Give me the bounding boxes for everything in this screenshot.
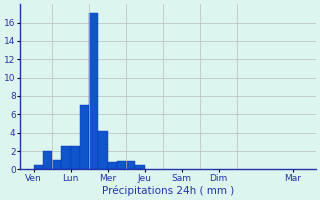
Bar <box>135 165 145 169</box>
Bar <box>126 161 135 169</box>
Bar <box>80 105 89 169</box>
Bar <box>99 131 108 169</box>
Bar <box>89 13 99 169</box>
Bar <box>52 160 61 169</box>
Bar <box>34 165 43 169</box>
X-axis label: Précipitations 24h ( mm ): Précipitations 24h ( mm ) <box>102 185 234 196</box>
Bar <box>117 161 126 169</box>
Bar <box>71 146 80 169</box>
Bar <box>108 162 117 169</box>
Bar <box>61 146 71 169</box>
Bar <box>43 151 52 169</box>
